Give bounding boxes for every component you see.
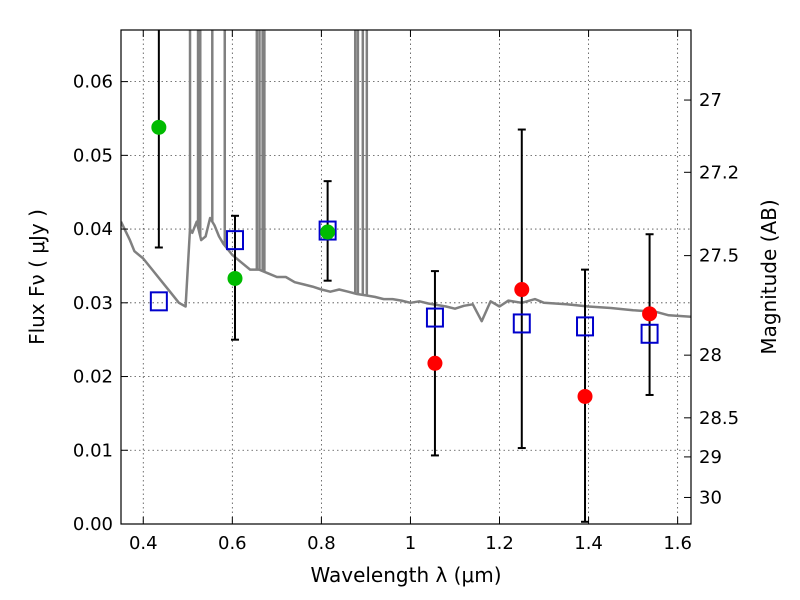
right-tick-label: 28.5 [699, 408, 739, 429]
right-tick-label: 30 [699, 487, 722, 508]
model-square-marker [576, 316, 595, 337]
plot-area [121, 30, 691, 524]
right-tick-label: 27.5 [699, 246, 739, 267]
nondetection-point [577, 388, 593, 404]
right-tick-label: 27 [699, 90, 722, 111]
y-axis-label-right: Magnitude (AB) [757, 199, 781, 354]
y-tick-label: 0.04 [73, 219, 113, 240]
right-tick-label: 28 [699, 345, 722, 366]
x-tick-label: 0.4 [129, 533, 158, 554]
model-square-marker [226, 230, 244, 251]
y-tick-label: 0.06 [73, 72, 113, 93]
right-tick-label: 27.2 [699, 162, 739, 183]
x-tick-label: 0.6 [218, 533, 247, 554]
x-tick-label: 1.6 [663, 533, 692, 554]
y-tick-label: 0.03 [73, 293, 113, 314]
detection-point [320, 224, 336, 240]
model-square-marker [640, 323, 659, 344]
spectrum-layer [121, 30, 691, 323]
x-tick-label: 1 [405, 533, 416, 554]
detection-point [227, 270, 243, 286]
x-tick-label: 1.2 [485, 533, 514, 554]
detection-point [151, 119, 167, 135]
x-axis-label: Wavelength λ (μm) [310, 563, 501, 587]
nondetection-point [642, 306, 658, 322]
markers [149, 119, 659, 404]
model-square-marker [512, 313, 531, 334]
model-square-marker [425, 307, 444, 328]
y-tick-label: 0.05 [73, 145, 113, 166]
y-axis-label-left: Flux Fν ( μJy ) [25, 209, 49, 345]
model-square-marker [318, 220, 337, 241]
model-square-marker [149, 291, 168, 312]
y-tick-label: 0.02 [73, 367, 113, 388]
nondetection-point [427, 355, 443, 371]
y-tick-label: 0.01 [73, 440, 113, 461]
y-tick-label: 0.00 [73, 514, 113, 535]
plot-frame [120, 29, 692, 525]
ticks: 0.4 0.6 0.8 1 1.2 1.4 1.6 0.00 0.01 0.02 0.03 0.04 0… [73, 30, 739, 554]
spectrum-line [121, 216, 691, 323]
x-tick-label: 1.4 [574, 533, 603, 554]
nondetection-point [514, 282, 530, 298]
x-tick-label: 0.8 [307, 533, 336, 554]
right-tick-label: 29 [699, 447, 722, 468]
